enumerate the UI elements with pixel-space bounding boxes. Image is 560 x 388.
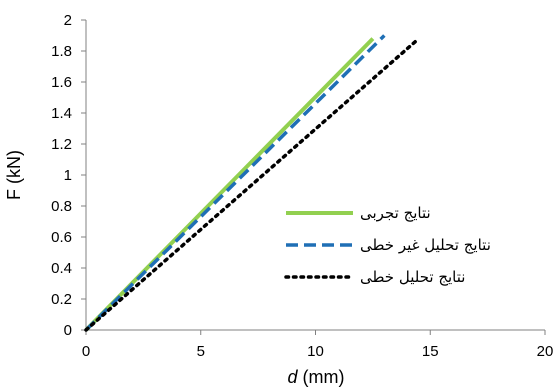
legend-label-3: نتایج تحلیل خطی (360, 268, 465, 286)
y-tick-label: 1.8 (51, 43, 72, 60)
series-line-2 (84, 34, 386, 332)
series-lines (84, 34, 421, 332)
y-tick-label: 0 (64, 322, 72, 339)
y-tick-label: 1 (64, 167, 72, 184)
series-line-3 (84, 36, 421, 332)
legend-label-2: نتایج تحلیل غیر خطی (360, 236, 491, 254)
series-line-1 (84, 37, 375, 332)
x-tick-label: 0 (82, 343, 90, 360)
y-tick-label: 1.2 (51, 136, 72, 153)
y-tick-label: 1.6 (51, 74, 72, 91)
x-tick-label: 10 (307, 343, 324, 360)
y-axis-title: F (kN) (4, 150, 24, 200)
axes: 00.20.40.60.811.21.41.61.820 5 10 15 20d (mm… (4, 12, 553, 387)
y-tick-label: 0.8 (51, 198, 72, 215)
y-tick-label: 0.2 (51, 291, 72, 308)
x-axis-title: d (mm) (288, 367, 345, 387)
legend-label-1: نتایج تجربی (360, 204, 431, 222)
y-tick-label: 1.4 (51, 105, 72, 122)
y-tick-label: 0.6 (51, 229, 72, 246)
y-tick-label: 2 (64, 12, 72, 29)
x-tick-label: 5 (197, 343, 205, 360)
legend: نتایج تجربی نتایج تحلیل غیر خطی نتایج تحلی… (284, 204, 491, 286)
x-tick-label: 20 (537, 343, 554, 360)
x-tick-label: 15 (422, 343, 439, 360)
y-tick-label: 0.4 (51, 260, 72, 277)
